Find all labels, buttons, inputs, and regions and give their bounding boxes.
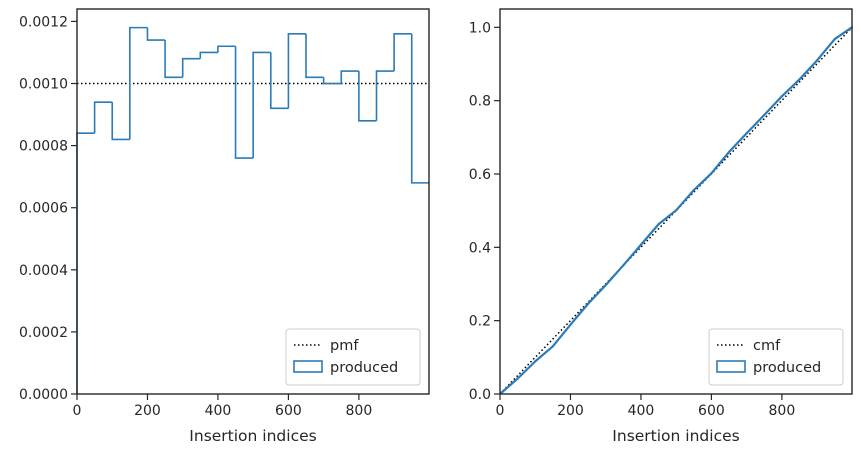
histogram-bin [252, 51, 271, 159]
y-tick-label: 0.2 [469, 314, 491, 330]
y-tick-label: 0.0006 [19, 201, 68, 217]
y-tick-label: 0.0 [469, 387, 491, 403]
produced-cmf-point [534, 360, 537, 363]
x-tick-label: 400 [628, 403, 655, 419]
y-tick-label: 0.6 [469, 167, 491, 183]
legend-label: produced [330, 360, 398, 376]
produced-cmf-point [833, 37, 836, 41]
legend-label: produced [753, 360, 821, 376]
produced-cmf-point [586, 302, 590, 305]
histogram-bin [146, 27, 166, 41]
x-tick-label: 600 [698, 403, 725, 419]
y-tick-label: 0.0008 [19, 139, 68, 155]
legend-box [708, 328, 844, 386]
histogram-bin [340, 70, 359, 84]
histogram-bin [111, 102, 130, 141]
x-tick-label: 800 [346, 403, 373, 419]
legend-label: cmf [753, 338, 781, 354]
produced-cmf-point [516, 377, 519, 380]
y-tick-label: 0.0004 [19, 263, 68, 279]
histogram-bin [76, 132, 95, 394]
y-tick-label: 0.0010 [19, 77, 68, 93]
histogram-bin [305, 33, 324, 79]
histogram-bin [410, 33, 429, 184]
pmf-histogram-chart: 0 200 400 600 800 0.0000 0.0002 0.0004 0.0006 0.0… [19, 8, 430, 445]
histogram-bin [322, 77, 342, 85]
x-axis-title: Insertion indices [612, 427, 739, 445]
plot-frame [76, 8, 430, 395]
histogram-bin [181, 57, 201, 78]
histogram-bin [269, 52, 289, 110]
produced-cmf-point [551, 345, 554, 348]
produced-cmf-point [622, 264, 625, 267]
legend-box [285, 328, 421, 386]
legend-swatch-patch [716, 360, 746, 373]
plot-frame [499, 8, 853, 395]
histogram-bin [93, 101, 113, 134]
y-tick-label: 0.0002 [19, 325, 68, 341]
histogram-bin [287, 33, 307, 109]
x-tick-label: 0 [496, 403, 505, 419]
legend-label: pmf [330, 338, 359, 354]
cmf-reference-line [499, 26, 853, 395]
produced-cmf-point [745, 132, 748, 135]
histogram-bin [234, 46, 254, 159]
x-tick-label: 200 [134, 403, 161, 419]
produced-cmf-point [692, 189, 695, 192]
produced-cmf-point [816, 59, 819, 62]
x-tick-label: 600 [275, 403, 302, 419]
produced-cmf-point [657, 223, 660, 226]
legend: pmf produced [285, 328, 421, 386]
histogram-bin [375, 70, 395, 121]
histogram-bin [164, 40, 183, 79]
legend: cmf produced [708, 328, 844, 386]
x-axis-title: Insertion indices [189, 427, 316, 445]
histogram-bin [393, 33, 412, 72]
produced-cmf-point [675, 209, 678, 212]
legend-swatch-patch [293, 360, 323, 373]
x-tick-label: 200 [557, 403, 584, 419]
cmf-line-chart: 0 200 400 600 800 0.0 0.2 0.4 0.6 0.8 1.0 Insertion… [469, 8, 854, 445]
x-tick-label: 800 [769, 403, 796, 419]
histogram-bin [217, 45, 236, 53]
histogram-bin [199, 51, 218, 59]
y-tick-label: 0.0012 [19, 14, 68, 30]
produced-cmf-point [798, 78, 801, 81]
y-tick-label: 0.0000 [19, 387, 68, 403]
x-tick-label: 400 [205, 403, 232, 419]
produced-cmf-point [569, 323, 572, 326]
y-tick-label: 0.4 [469, 240, 491, 256]
produced-cmf-point [639, 243, 643, 246]
histogram-bin [129, 26, 148, 140]
x-tick-label: 0 [73, 403, 82, 419]
produced-cmf-point [780, 95, 783, 98]
y-tick-label: 0.8 [469, 94, 491, 110]
produced-cmf-point [710, 172, 713, 175]
produced-cmf-point [763, 113, 766, 117]
y-tick-label: 1.0 [469, 20, 491, 36]
produced-cmf-point [727, 150, 731, 154]
histogram-bin [358, 71, 377, 122]
produced-cmf-point [604, 284, 607, 287]
